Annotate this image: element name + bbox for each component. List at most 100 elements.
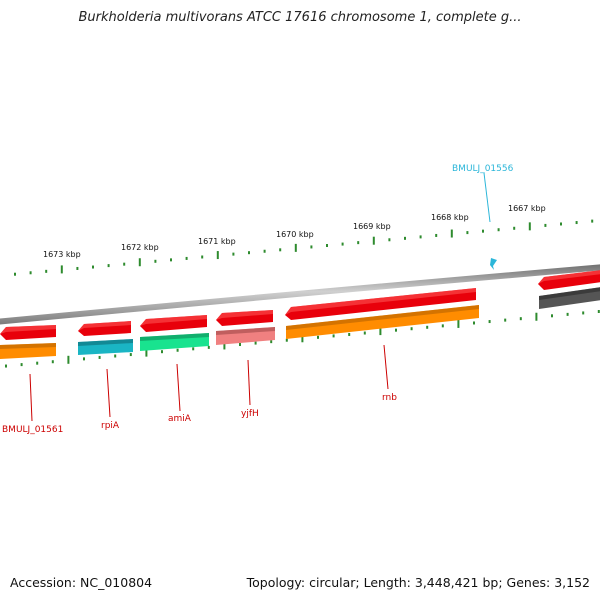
minor-tick [466, 231, 469, 235]
minor-tick [254, 341, 257, 345]
major-tick [138, 258, 141, 267]
minor-tick [332, 334, 335, 338]
scale-label-1673: 1673 kbp [43, 250, 81, 259]
gene-label-bmulj-01556[interactable]: BMULJ_01556 [452, 164, 514, 174]
gene-bmulj-01556[interactable] [490, 258, 497, 270]
upper-scale-ticks [14, 219, 594, 276]
major-tick [528, 222, 531, 231]
minor-tick [566, 312, 569, 316]
minor-tick [248, 251, 250, 255]
minor-tick [129, 353, 132, 357]
gene-bmulj-01561-leader [29, 373, 33, 422]
gene-label-rnb[interactable]: rnb [382, 393, 397, 403]
minor-tick [201, 255, 204, 259]
major-tick [379, 327, 382, 336]
gene-rnb-leader [383, 344, 389, 390]
minor-tick [310, 245, 313, 249]
minor-tick [170, 258, 172, 262]
minor-tick [239, 343, 241, 347]
gene-yjfh[interactable] [216, 310, 275, 345]
gene-label-yjfh[interactable]: yjfH [241, 409, 259, 419]
scale-label-1669: 1669 kbp [353, 222, 391, 231]
minor-tick [285, 338, 288, 342]
minor-tick [29, 271, 32, 275]
minor-tick [591, 219, 594, 223]
scale-label-1672: 1672 kbp [121, 243, 159, 252]
minor-tick [185, 256, 188, 260]
major-tick [372, 236, 375, 245]
scale-label-1667: 1667 kbp [508, 204, 546, 213]
minor-tick [544, 223, 547, 227]
minor-tick [270, 340, 273, 344]
minor-tick [45, 269, 48, 273]
gene-bmulj-01556-leader [483, 172, 491, 223]
gene-label-amia[interactable]: amiA [168, 414, 192, 424]
minor-tick [114, 354, 117, 358]
gene-rnb[interactable] [285, 288, 479, 339]
minor-tick [76, 266, 79, 270]
major-tick [301, 334, 304, 343]
major-tick [294, 243, 297, 252]
major-tick [145, 348, 148, 357]
minor-tick [473, 321, 475, 325]
major-tick [223, 341, 226, 350]
minor-tick [92, 265, 94, 269]
gene-amia[interactable] [140, 315, 209, 351]
major-tick [60, 265, 63, 274]
topology-text: Topology: circular; Length: 3,448,421 bp… [246, 575, 590, 590]
minor-tick [575, 221, 578, 225]
minor-tick [5, 364, 7, 368]
minor-tick [98, 355, 101, 359]
gene-label-rpia[interactable]: rpiA [101, 421, 120, 431]
minor-tick [551, 314, 553, 318]
minor-tick [348, 332, 351, 336]
scale-label-1671: 1671 kbp [198, 237, 236, 246]
minor-tick [36, 361, 39, 365]
major-tick [535, 312, 538, 321]
gene-amia-leader [176, 363, 181, 412]
minor-tick [263, 249, 266, 253]
major-tick [216, 251, 219, 260]
minor-tick [20, 363, 23, 367]
minor-tick [123, 262, 126, 266]
major-tick [457, 319, 460, 328]
minor-tick [419, 235, 422, 239]
map-title: Burkholderia multivorans ATCC 17616 chro… [78, 10, 522, 25]
minor-tick [51, 360, 54, 364]
minor-tick [582, 311, 585, 315]
minor-tick [161, 350, 163, 354]
minor-tick [482, 229, 484, 233]
minor-tick [497, 228, 500, 232]
accession-text: Accession: NC_010804 [10, 575, 153, 590]
minor-tick [504, 318, 507, 322]
minor-tick [83, 357, 85, 361]
minor-tick [326, 244, 328, 248]
gene-bmulj-01561[interactable] [0, 325, 56, 359]
gene-yjfh-leader [247, 359, 251, 406]
minor-tick [176, 348, 179, 352]
gene-rpia-leader [106, 368, 111, 418]
gene-unlabeled-right[interactable] [538, 270, 600, 309]
minor-tick [519, 317, 522, 321]
minor-tick [597, 310, 600, 314]
minor-tick [441, 324, 444, 328]
lower-scale-ticks [5, 310, 600, 368]
minor-tick [363, 331, 366, 335]
minor-tick [513, 226, 516, 230]
minor-tick [357, 241, 360, 245]
minor-tick [154, 259, 157, 263]
major-tick [450, 229, 453, 238]
minor-tick [560, 222, 562, 226]
minor-tick [410, 327, 413, 331]
minor-tick [404, 236, 406, 240]
minor-tick [232, 252, 235, 256]
gene-label-bmulj-01561[interactable]: BMULJ_01561 [2, 425, 63, 435]
minor-tick [279, 248, 282, 252]
scale-label-1668: 1668 kbp [431, 213, 469, 222]
chromosome-backbone [0, 264, 600, 325]
minor-tick [435, 233, 438, 237]
minor-tick [192, 347, 195, 351]
gene-rpia[interactable] [78, 321, 133, 355]
minor-tick [107, 264, 110, 268]
